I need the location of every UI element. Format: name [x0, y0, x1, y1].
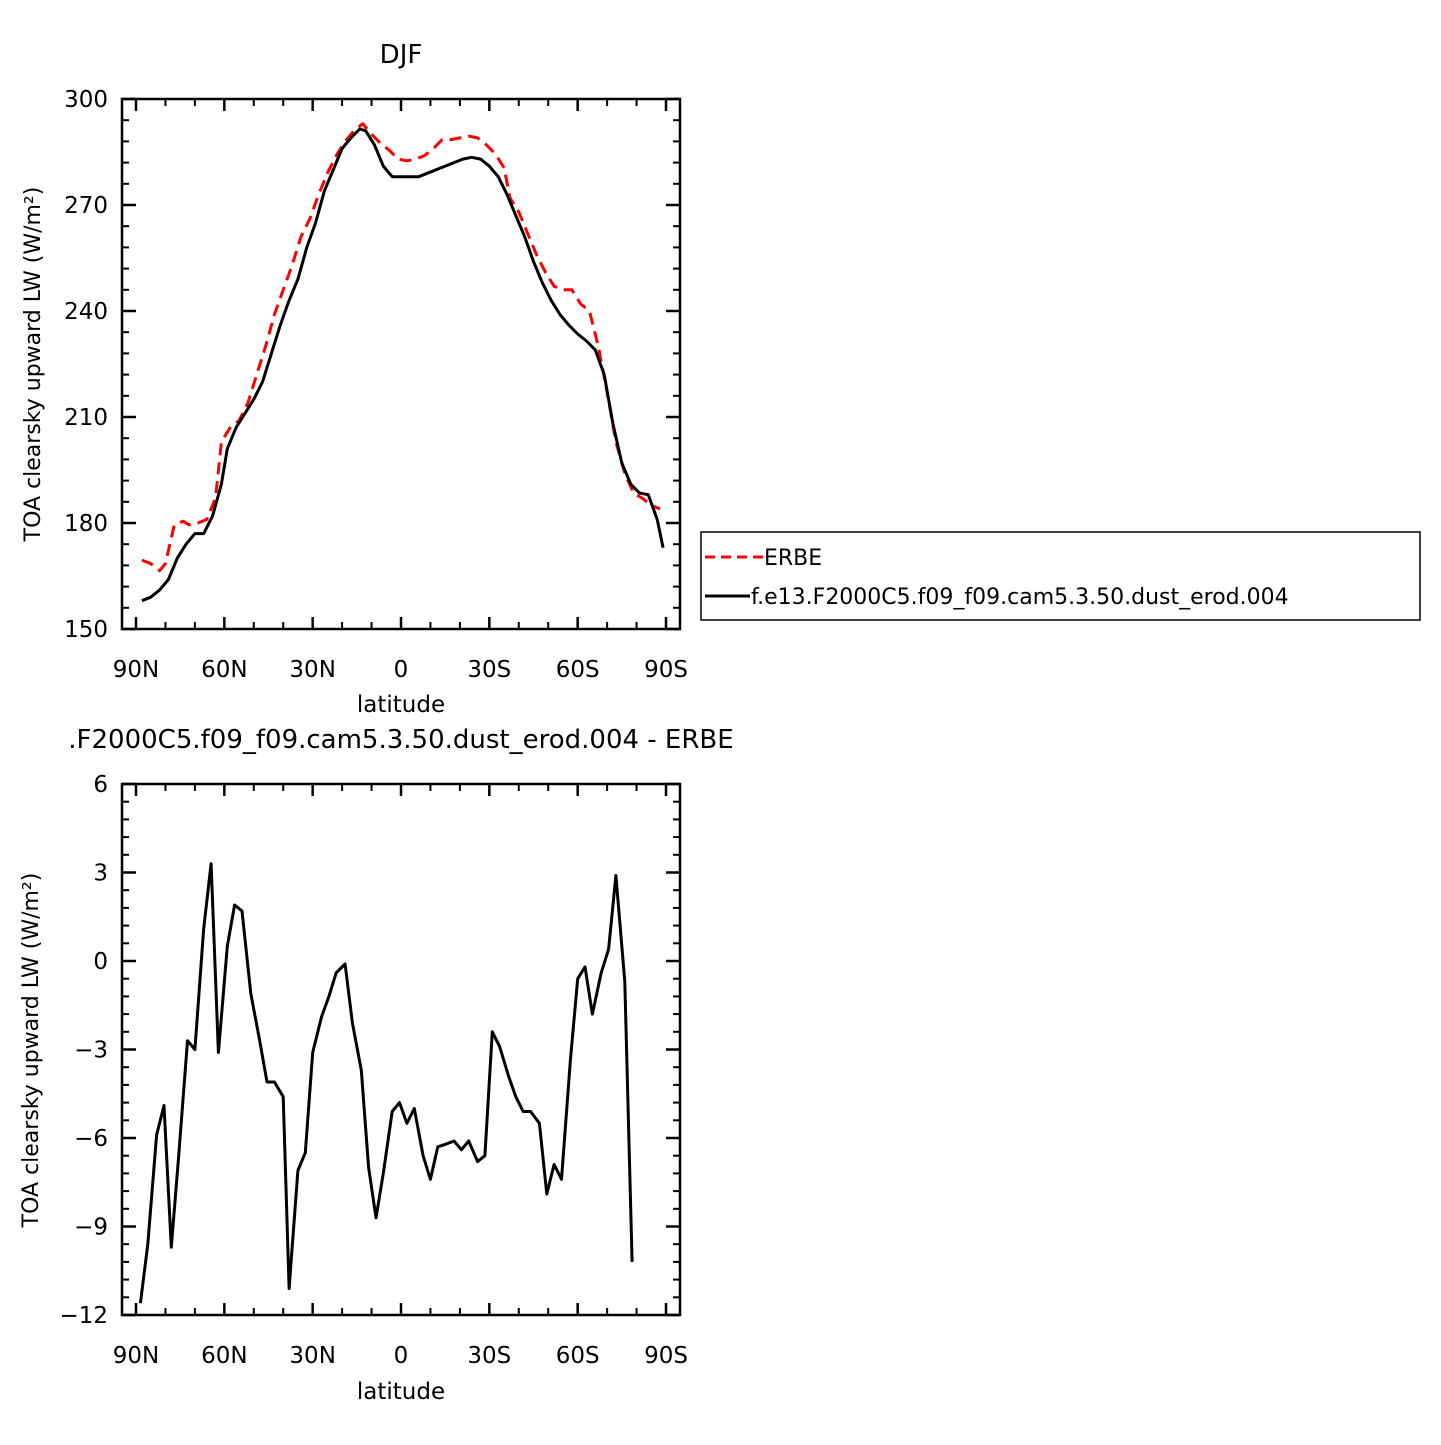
- legend-label-erbe: ERBE: [764, 546, 822, 571]
- top-x-tick-label: 90S: [644, 657, 688, 683]
- top-series-line-erbe: [141, 122, 661, 573]
- top-y-tick-label: 210: [64, 405, 108, 431]
- top-x-tick-label: 0: [394, 657, 409, 683]
- bottom-y-tick-label: −3: [74, 1038, 108, 1064]
- bottom-panel: .F2000C5.f09_f09.cam5.3.50.dust_erod.004…: [19, 725, 734, 1405]
- bottom-x-tick-label: 30N: [289, 1343, 335, 1369]
- bottom-y-tick-label: 3: [93, 861, 108, 887]
- bottom-x-tick-label: 90N: [113, 1343, 159, 1369]
- bottom-x-tick-label: 60N: [201, 1343, 247, 1369]
- bottom-x-tick-label: 60S: [556, 1343, 600, 1369]
- top-x-tick-label: 30S: [467, 657, 511, 683]
- bottom-y-tick-label: 0: [93, 949, 108, 975]
- bottom-y-tick-label: −9: [74, 1215, 108, 1241]
- top-x-tick-label: 30N: [289, 657, 335, 683]
- bottom-y-axis-label: TOA clearsky upward LW (W/m²): [19, 873, 44, 1229]
- top-chart-title: DJF: [380, 40, 423, 70]
- bottom-x-tick-label: 90S: [644, 1343, 688, 1369]
- top-x-tick-label: 60N: [201, 657, 247, 683]
- bottom-y-tick-label: −6: [74, 1126, 108, 1152]
- legend-box: [700, 531, 1421, 621]
- bottom-y-tick-label: 6: [93, 772, 108, 798]
- bottom-series-group: [138, 862, 634, 1304]
- bottom-series-line-difference: [138, 862, 634, 1304]
- top-x-tick-label: 60S: [556, 657, 600, 683]
- bottom-x-tick-label: 30S: [467, 1343, 511, 1369]
- top-y-axis-label: TOA clearsky upward LW (W/m²): [21, 187, 46, 543]
- top-plot-frame: [120, 97, 682, 631]
- bottom-y-tick-label: −12: [59, 1303, 108, 1329]
- top-y-tick-label: 300: [64, 87, 108, 113]
- bottom-x-tick-label: 0: [394, 1343, 409, 1369]
- top-axes: 90N 60N 30N 0 30S 60S 90S 150 180 210 240 270 300: [64, 87, 688, 683]
- top-y-tick-label: 150: [64, 617, 108, 643]
- legend-label-model: f.e13.F2000C5.f09_f09.cam5.3.50.dust_ero…: [751, 585, 1289, 610]
- top-y-tick-label: 180: [64, 511, 108, 537]
- top-x-tick-label: 90N: [113, 657, 159, 683]
- bottom-x-axis-label: latitude: [357, 1379, 445, 1405]
- legend: ERBE f.e13.F2000C5.f09_f09.cam5.3.50.dus…: [700, 531, 1421, 621]
- top-y-tick-label: 270: [64, 193, 108, 219]
- top-x-axis-label: latitude: [357, 692, 445, 718]
- top-series-line-model: [141, 127, 665, 603]
- bottom-plot-frame: [120, 782, 682, 1317]
- bottom-axes: 90N 60N 30N 0 30S 60S 90S −12 −9 −6 −3 0 3 6: [59, 772, 687, 1369]
- top-y-tick-label: 240: [64, 299, 108, 325]
- top-panel: DJF 90N 60N 30N 0 30S 60S 90S 150 180 210 240 270 30…: [21, 40, 688, 718]
- bottom-chart-title: .F2000C5.f09_f09.cam5.3.50.dust_erod.004…: [68, 725, 733, 755]
- top-series-group: [141, 122, 665, 603]
